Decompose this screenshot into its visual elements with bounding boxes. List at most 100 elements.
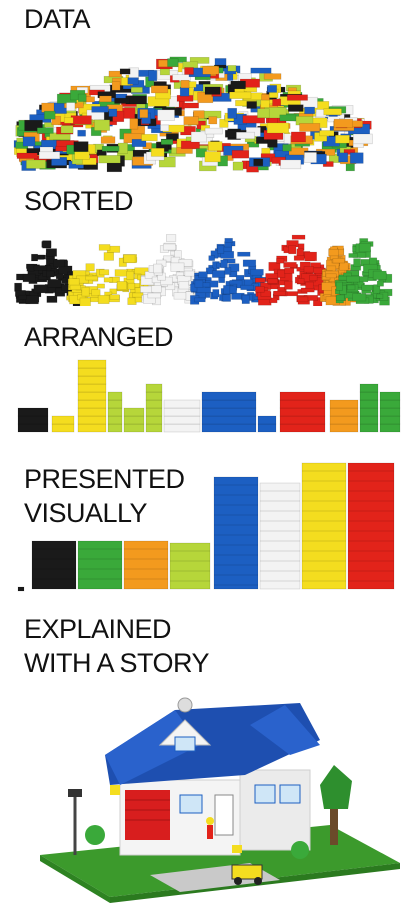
sorted-brick — [273, 290, 286, 296]
brick — [24, 119, 43, 132]
edge-brick — [17, 586, 25, 592]
stacked-brick — [145, 391, 163, 401]
sorted-brick — [212, 289, 220, 298]
brick — [227, 107, 238, 119]
brick — [74, 151, 90, 160]
brick — [204, 127, 223, 135]
sorted-brick — [18, 294, 27, 300]
sorted-brick — [55, 273, 64, 280]
brick — [242, 115, 266, 124]
sorted-brick — [309, 274, 318, 281]
brick — [158, 156, 176, 168]
stacked-brick — [201, 391, 257, 401]
stacked-brick — [17, 423, 49, 433]
brick — [131, 138, 147, 148]
stacked-brick — [279, 415, 326, 425]
brick — [150, 147, 165, 157]
stacked-brick — [279, 391, 326, 401]
brick — [73, 141, 89, 152]
sorted-brick — [98, 244, 111, 251]
stacked-brick — [107, 407, 123, 417]
brick — [108, 108, 118, 117]
brick — [261, 94, 270, 101]
brick-bar-chart — [0, 455, 413, 595]
brick — [183, 116, 199, 126]
satellite-dish — [177, 697, 193, 713]
stacked-brick — [163, 407, 201, 417]
brick — [286, 94, 308, 101]
stacked-brick — [201, 399, 257, 409]
sorted-brick — [240, 284, 254, 291]
brick — [250, 67, 272, 74]
stacked-brick — [17, 407, 49, 417]
sorted-brick — [284, 280, 293, 290]
label-line-1: PRESENTED — [24, 464, 185, 494]
stacked-brick — [201, 423, 257, 433]
brick — [230, 80, 246, 90]
stacked-brick — [77, 359, 107, 369]
stacked-brick — [77, 415, 107, 425]
tree-foliage — [320, 765, 352, 809]
brick — [139, 109, 149, 119]
brick — [266, 122, 290, 134]
brick-bar-chart-image — [17, 462, 395, 592]
sorted-brick — [224, 237, 233, 243]
brick — [130, 86, 143, 93]
sorted-brick — [79, 297, 91, 306]
brick — [77, 129, 86, 137]
toy-vehicle — [231, 864, 263, 880]
brick — [263, 73, 282, 80]
chart-bar — [347, 462, 395, 590]
sorted-brick — [85, 275, 99, 281]
brick — [100, 136, 116, 144]
sorted-brick — [304, 251, 317, 262]
stacked-brick — [163, 399, 201, 409]
brick — [204, 86, 221, 95]
sorted-brick — [293, 255, 305, 261]
stage-label-data: DATA — [24, 4, 91, 34]
sorted-brick — [332, 258, 345, 264]
sorted-brick — [198, 271, 208, 279]
stacked-brick — [51, 423, 75, 433]
stacked-brick — [329, 407, 359, 417]
sorted-brick — [33, 265, 48, 271]
arranged-stacks-image — [17, 359, 401, 433]
window — [254, 784, 276, 804]
brick — [280, 159, 302, 170]
brick — [219, 118, 229, 128]
sorted-brick — [358, 276, 369, 283]
sorted-brick — [170, 262, 185, 272]
sorted-brick — [296, 248, 304, 257]
brick — [129, 118, 139, 130]
brick — [190, 131, 208, 143]
brick — [101, 145, 120, 152]
brick — [98, 155, 121, 164]
house-side-wall — [239, 769, 311, 851]
stacked-brick — [379, 399, 401, 409]
window — [179, 794, 203, 814]
stacked-brick — [145, 399, 163, 409]
stacked-brick — [201, 407, 257, 417]
stacked-brick — [145, 423, 163, 433]
sorted-brick — [114, 269, 128, 277]
sorted-brick — [31, 253, 39, 262]
brick — [184, 67, 194, 75]
stacked-brick — [359, 423, 379, 433]
sorted-brick — [346, 275, 360, 283]
stage-label-arranged: ARRANGED — [24, 322, 174, 352]
stacked-brick — [145, 415, 163, 425]
stacked-brick — [77, 391, 107, 401]
sorted-brick — [16, 273, 24, 281]
sorted-brick — [335, 281, 343, 291]
sorted-brick — [116, 281, 127, 290]
sorted-brick — [103, 277, 114, 283]
sorted-brick — [372, 270, 387, 280]
stacked-brick — [107, 423, 123, 433]
stacked-brick — [77, 407, 107, 417]
brick — [208, 116, 218, 125]
stacked-brick — [107, 415, 123, 425]
sorted-brick — [211, 270, 226, 278]
brick — [304, 106, 315, 115]
chart-bar — [31, 540, 77, 590]
stacked-brick — [379, 391, 401, 401]
